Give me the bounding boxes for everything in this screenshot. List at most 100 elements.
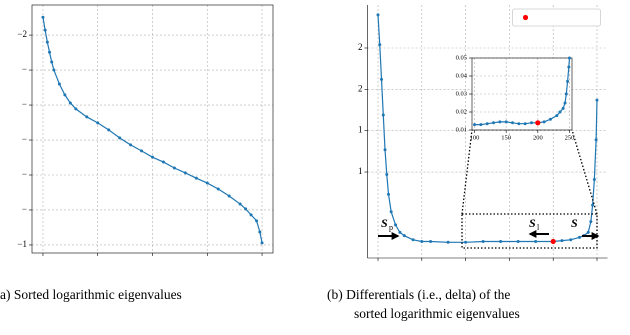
point [594,138,598,142]
point [446,240,450,244]
point [205,181,209,185]
y-tick-label: 0.03 [456,90,467,97]
point [260,241,264,245]
point [48,50,52,54]
y-tick-label: 0.01 [456,126,467,133]
point [498,120,502,124]
point [63,93,67,97]
point [378,43,382,47]
point [118,136,122,140]
point [385,172,389,176]
point [57,82,61,86]
point [151,155,154,159]
point [595,98,599,102]
point [381,113,385,117]
point [548,117,552,121]
point [258,230,262,234]
annotation: S [571,216,578,230]
point [567,56,571,60]
point [516,239,520,243]
point [161,160,165,164]
plot-frame [31,4,274,254]
point [561,106,565,110]
y-tick-label: 1 [358,125,363,135]
point [244,207,248,211]
point [43,28,47,32]
y-tick-label: 0.04 [456,72,468,79]
point [586,230,590,234]
y-tick-label: − [22,64,27,74]
point [555,114,559,118]
point [45,40,49,44]
point [68,101,72,105]
point [577,235,581,239]
y-tick-label: −2 [17,29,27,39]
point [563,101,567,105]
annotation: S [381,216,388,230]
point [249,213,253,217]
legend-marker [522,14,529,21]
y-tick-label: − [22,99,27,109]
plot-frame [471,57,573,131]
point [41,15,45,19]
annotation-subscript: l [537,223,540,232]
y-tick-label: −1 [17,239,27,249]
point [74,107,78,111]
point [534,239,538,243]
point [194,176,198,180]
point [479,123,483,127]
point [183,171,187,175]
point [564,92,568,96]
point [569,238,573,242]
point [558,110,562,114]
legend-box [512,8,601,27]
y-tick-label: 2 [358,83,363,93]
zoom-connector [461,129,473,215]
point [402,234,406,238]
point [567,65,571,69]
point [529,121,533,125]
y-tick-label: − [22,169,27,179]
point [394,223,398,227]
point [85,115,89,119]
point [216,187,220,191]
point [473,123,477,127]
point [499,239,503,243]
point [429,239,433,243]
x-tick-label: 100 [470,134,480,141]
caption: (b) Differentials (i.e., delta) of the [327,287,510,302]
point [420,239,424,243]
y-tick-label: 0.05 [456,54,467,61]
annotation-subscript: p [389,223,393,232]
point [566,79,570,83]
point [238,202,242,206]
plots: −2 − − − − − −1 a) Sorted logarithmic eigenvalu… [0,4,608,321]
annotation: S [529,216,536,230]
point [380,77,384,81]
highlight-point [550,238,556,245]
caption: a) Sorted logarithmic eigenvalues [0,287,182,302]
point [140,149,144,153]
point [129,143,133,147]
point [560,239,564,243]
point [511,121,515,125]
x-tick-label: 250 [565,134,575,141]
point [492,121,496,125]
point [517,122,521,126]
y-tick-label: 0.02 [456,108,467,115]
point [485,122,489,126]
point [464,240,468,244]
y-tick-label: − [22,134,27,144]
point [411,238,415,242]
y-tick-label: 1 [358,166,363,176]
point [589,220,593,224]
point [398,230,402,234]
point [523,122,527,126]
point [52,68,56,72]
point [387,192,391,196]
point [96,121,100,125]
x-tick-label: 150 [501,134,511,141]
highlight-point [535,120,541,126]
